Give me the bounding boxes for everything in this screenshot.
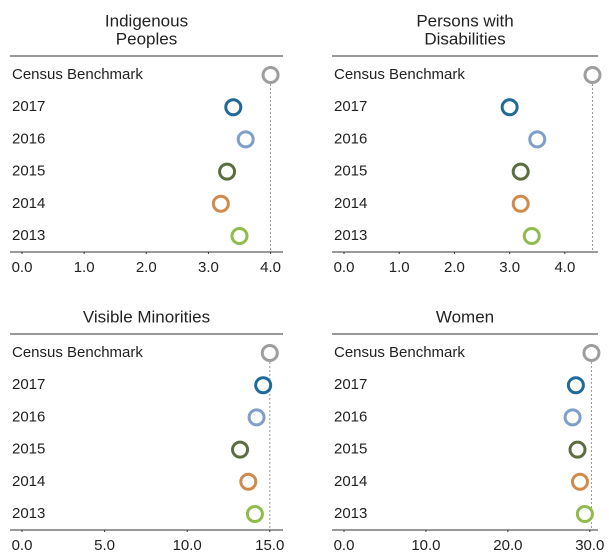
- dot: [563, 408, 582, 427]
- x-tick-label: 4.0: [260, 259, 281, 276]
- dot: [261, 66, 280, 84]
- category-label: 2016: [12, 408, 45, 425]
- x-tick-label: 1.0: [74, 259, 95, 276]
- category-label: Census Benchmark: [12, 344, 143, 361]
- category-label: 2015: [12, 441, 45, 458]
- x-tick-label: 5.0: [94, 537, 115, 552]
- category-label: 2016: [12, 130, 45, 147]
- dot: [245, 505, 264, 523]
- category-label: 2017: [12, 376, 45, 393]
- panel-title: Persons with: [416, 11, 513, 30]
- x-tick-label: 30.0: [575, 537, 604, 552]
- category-label: 2013: [12, 227, 45, 244]
- category-label: 2016: [334, 408, 367, 425]
- dot: [224, 98, 243, 117]
- category-label: 2016: [334, 130, 367, 147]
- x-tick-label: 4.0: [554, 259, 575, 276]
- category-label: 2014: [334, 473, 367, 490]
- panel-title: Visible Minorities: [83, 307, 210, 326]
- dot: [511, 162, 530, 181]
- dot: [254, 376, 273, 395]
- dot: [582, 344, 601, 362]
- category-label: 2013: [334, 505, 367, 522]
- dot: [568, 440, 587, 459]
- category-label: 2017: [12, 98, 45, 115]
- dot: [575, 505, 594, 523]
- dot: [247, 408, 266, 427]
- category-label: 2015: [334, 163, 367, 180]
- dot: [566, 376, 585, 395]
- dot: [583, 66, 602, 84]
- x-tick-label: 15.0: [255, 537, 284, 552]
- dot: [570, 472, 589, 491]
- x-tick-label: 1.0: [389, 259, 410, 276]
- dot: [231, 440, 250, 459]
- category-label: Census Benchmark: [12, 66, 143, 83]
- panel-title: Women: [436, 307, 494, 326]
- x-tick-label: 0.0: [334, 537, 355, 552]
- category-label: 2014: [12, 473, 45, 490]
- category-label: 2017: [334, 98, 367, 115]
- panel-title: Disabilities: [424, 29, 505, 48]
- x-tick-label: 0.0: [12, 537, 33, 552]
- dot: [236, 130, 255, 149]
- category-label: 2014: [12, 195, 45, 212]
- dot: [230, 227, 249, 245]
- x-tick-label: 10.0: [173, 537, 202, 552]
- dot: [211, 194, 230, 213]
- category-label: 2013: [334, 227, 367, 244]
- x-tick-label: 10.0: [411, 537, 440, 552]
- x-tick-label: 2.0: [444, 259, 465, 276]
- x-tick-label: 20.0: [493, 537, 522, 552]
- category-label: 2017: [334, 376, 367, 393]
- x-tick-label: 0.0: [12, 259, 33, 276]
- panel-title: Peoples: [116, 29, 177, 48]
- category-label: Census Benchmark: [334, 344, 465, 361]
- category-label: 2015: [334, 441, 367, 458]
- x-tick-label: 3.0: [499, 259, 520, 276]
- dot: [500, 98, 519, 117]
- dot: [239, 472, 258, 491]
- dot: [528, 130, 547, 149]
- x-tick-label: 0.0: [334, 259, 355, 276]
- category-label: 2013: [12, 505, 45, 522]
- category-label: 2015: [12, 163, 45, 180]
- dot: [511, 194, 530, 213]
- dot: [218, 162, 237, 181]
- x-tick-label: 3.0: [198, 259, 219, 276]
- dot: [522, 227, 541, 245]
- category-label: Census Benchmark: [334, 66, 465, 83]
- dot: [260, 344, 279, 362]
- x-tick-label: 2.0: [136, 259, 157, 276]
- panel-title: Indigenous: [105, 11, 188, 30]
- category-label: 2014: [334, 195, 367, 212]
